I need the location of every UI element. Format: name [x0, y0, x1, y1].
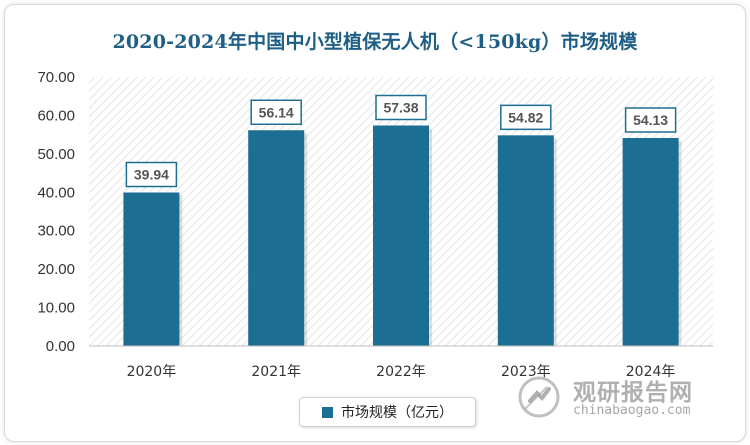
bar-2023年 — [497, 135, 554, 346]
data-label-box — [250, 99, 302, 126]
data-label: 54.13 — [633, 112, 668, 128]
data-label-box — [125, 161, 178, 188]
y-tick-label: 40.00 — [37, 184, 75, 201]
data-label: 57.38 — [383, 99, 418, 115]
y-tick-label: 20.00 — [37, 261, 75, 278]
legend: 市场规模（亿元） — [299, 397, 476, 427]
data-label: 39.94 — [134, 167, 169, 183]
watermark-en: chinabaogao.com — [573, 403, 691, 418]
y-tick-label: 10.00 — [37, 300, 75, 317]
chart-frame: 2020-2024年中国中小型植保无人机（<150kg）市场规模 0.00 10.… — [4, 4, 746, 442]
bar-2024年 — [622, 137, 679, 346]
bar-chart: 0.0010.0020.0030.0040.0050.0060.0070.00 … — [37, 69, 713, 380]
watermark: 观研报告网 chinabaogao.com — [517, 373, 717, 423]
y-tick-label: 50.00 — [37, 146, 75, 163]
x-tick-label: 2024年 — [626, 364, 676, 380]
bar-2020年 — [123, 192, 180, 346]
legend-swatch — [322, 406, 333, 418]
x-tick-label: 2021年 — [251, 364, 301, 380]
bar-2022年 — [373, 125, 429, 346]
y-axis: 0.00 10.00 20.00 30.00 40.00 50.00 60.00 70.00 — [37, 69, 75, 355]
data-label-box — [624, 107, 677, 133]
bars: 39.94 56.14 57.38 54.82 54.13 — [123, 94, 682, 346]
x-tick-label: 2022年 — [376, 364, 426, 380]
x-tick-label: 2023年 — [501, 364, 551, 380]
data-label-box — [500, 104, 552, 131]
y-tick-label: 0.00 — [46, 338, 75, 355]
data-label: 56.14 — [259, 104, 294, 120]
y-tick-label: 30.00 — [37, 223, 75, 240]
y-tick-label: 70.00 — [37, 69, 75, 86]
data-label-box — [375, 94, 427, 121]
bar-2021年 — [248, 130, 305, 346]
legend-label: 市场规模（亿元） — [341, 405, 453, 421]
watermark-cn: 观研报告网 — [573, 380, 693, 406]
y-tick-label: 60.00 — [37, 107, 75, 124]
chart-title: 2020-2024年中国中小型植保无人机（<150kg）市场规模 — [112, 31, 638, 53]
data-label: 54.82 — [508, 109, 543, 125]
chinabaogao-logo-icon — [518, 376, 560, 418]
x-tick-label: 2020年 — [127, 364, 177, 380]
x-axis: 2020年 2021年 2022年 2023年 2024年 — [89, 345, 713, 380]
